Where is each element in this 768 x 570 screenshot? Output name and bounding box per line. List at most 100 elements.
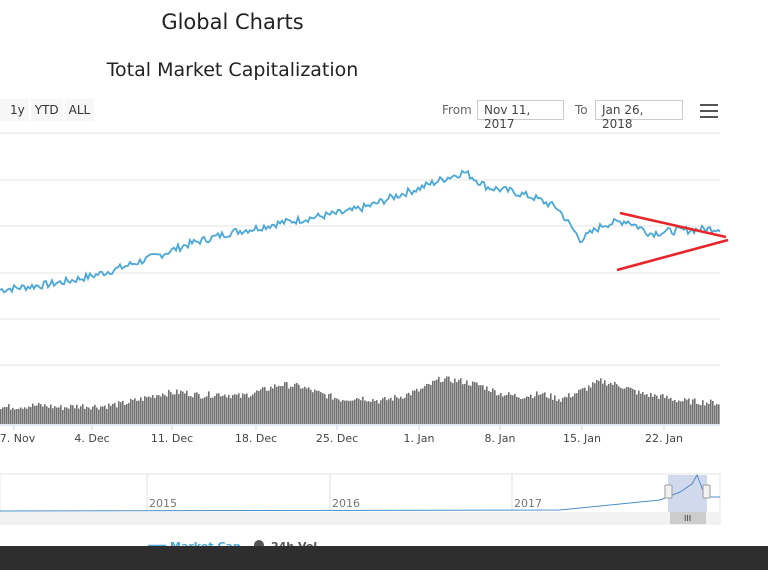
volume-bar <box>684 398 686 424</box>
volume-bar <box>474 382 476 424</box>
x-tick-label: 15. Jan <box>563 432 601 445</box>
volume-bar <box>538 395 540 424</box>
volume-bar <box>246 393 248 424</box>
volume-bar <box>450 381 452 424</box>
chart-menu-button[interactable] <box>700 104 718 118</box>
volume-bar <box>338 399 340 424</box>
from-date-input[interactable]: Nov 11, 2017 <box>477 100 564 131</box>
volume-bar <box>462 384 464 424</box>
navigator-scrollbar[interactable] <box>0 512 720 524</box>
volume-bar <box>364 400 366 424</box>
volume-bar <box>322 393 324 424</box>
volume-bar <box>658 398 660 424</box>
volume-bar <box>28 406 30 424</box>
volume-bar <box>314 389 316 424</box>
volume-bar <box>236 394 238 424</box>
volume-bar <box>48 407 50 424</box>
volume-bar <box>98 409 100 424</box>
volume-bar <box>572 396 574 424</box>
volume-bar <box>14 409 16 424</box>
to-date-input[interactable]: Jan 26, 2018 <box>595 100 683 131</box>
volume-bar <box>562 397 564 424</box>
volume-bar <box>490 392 492 424</box>
volume-bar <box>508 392 510 424</box>
volume-bar <box>480 385 482 424</box>
x-tick-label: 4. Dec <box>74 432 109 445</box>
volume-bar <box>280 386 282 424</box>
volume-bar <box>164 395 166 424</box>
volume-bar <box>192 397 194 424</box>
volume-bar <box>254 392 256 424</box>
volume-bar <box>202 398 204 424</box>
volume-bar <box>520 399 522 424</box>
volume-bar <box>92 406 94 424</box>
volume-bar <box>234 394 236 424</box>
volume-bar <box>706 402 708 424</box>
volume-bar <box>168 389 170 424</box>
volume-bar <box>500 393 502 424</box>
volume-bar <box>454 378 456 424</box>
volume-bar <box>180 390 182 424</box>
volume-bar <box>712 401 714 424</box>
volume-bar <box>570 397 572 424</box>
volume-bar <box>44 404 46 424</box>
volume-bar <box>306 388 308 424</box>
volume-bar <box>416 388 418 424</box>
volume-bar <box>542 393 544 424</box>
volume-bar <box>492 388 494 424</box>
volume-bar <box>64 407 66 424</box>
navigator[interactable]: 2015 2016 2017 III <box>0 473 721 525</box>
volume-bar <box>458 379 460 424</box>
volume-bar <box>446 376 448 424</box>
volume-bar <box>594 383 596 424</box>
volume-bar <box>400 396 402 424</box>
range-button-ytd[interactable]: YTD <box>30 99 63 121</box>
volume-bar <box>156 395 158 424</box>
volume-bar <box>270 386 272 424</box>
volume-bar <box>16 409 18 424</box>
volume-bar <box>290 386 292 424</box>
volume-bar <box>176 389 178 424</box>
volume-bar <box>336 398 338 424</box>
volume-bar <box>494 390 496 424</box>
range-button-all[interactable]: ALL <box>64 99 95 121</box>
volume-bar <box>590 387 592 424</box>
volume-bar <box>604 380 606 424</box>
range-button-1y[interactable]: 1y <box>0 99 29 121</box>
volume-bar <box>550 393 552 424</box>
navigator-handle[interactable] <box>702 484 711 499</box>
volume-bar <box>418 391 420 424</box>
volume-bar <box>636 394 638 424</box>
volume-bar <box>626 387 628 424</box>
bottom-bar <box>0 546 768 570</box>
volume-bar <box>714 405 716 424</box>
chart-title: Total Market Capitalization <box>106 59 359 81</box>
volume-bar <box>344 400 346 424</box>
volume-bar <box>348 400 350 424</box>
volume-bar <box>456 382 458 424</box>
volume-bar <box>242 393 244 424</box>
volume-bar <box>588 385 590 424</box>
volume-bar <box>252 394 254 424</box>
volume-bar <box>250 396 252 424</box>
volume-bar <box>484 389 486 424</box>
scrollbar-thumb[interactable] <box>670 512 706 524</box>
volume-bar <box>478 385 480 424</box>
volume-bar <box>302 388 304 424</box>
volume-bar <box>660 394 662 424</box>
x-tick-label: 25. Dec <box>316 432 358 445</box>
volume-bar <box>438 376 440 424</box>
volume-bar <box>482 385 484 424</box>
volume-bar <box>554 395 556 424</box>
volume-bar <box>370 401 372 424</box>
volume-bar <box>80 406 82 424</box>
volume-bar <box>38 402 40 424</box>
volume-bar <box>586 390 588 424</box>
navigator-handle[interactable] <box>664 484 673 499</box>
volume-bar <box>86 406 88 424</box>
volume-bar <box>332 399 334 424</box>
volume-bar <box>190 396 192 424</box>
volume-bar <box>608 383 610 424</box>
volume-bar <box>404 397 406 424</box>
volume-bar <box>204 397 206 424</box>
